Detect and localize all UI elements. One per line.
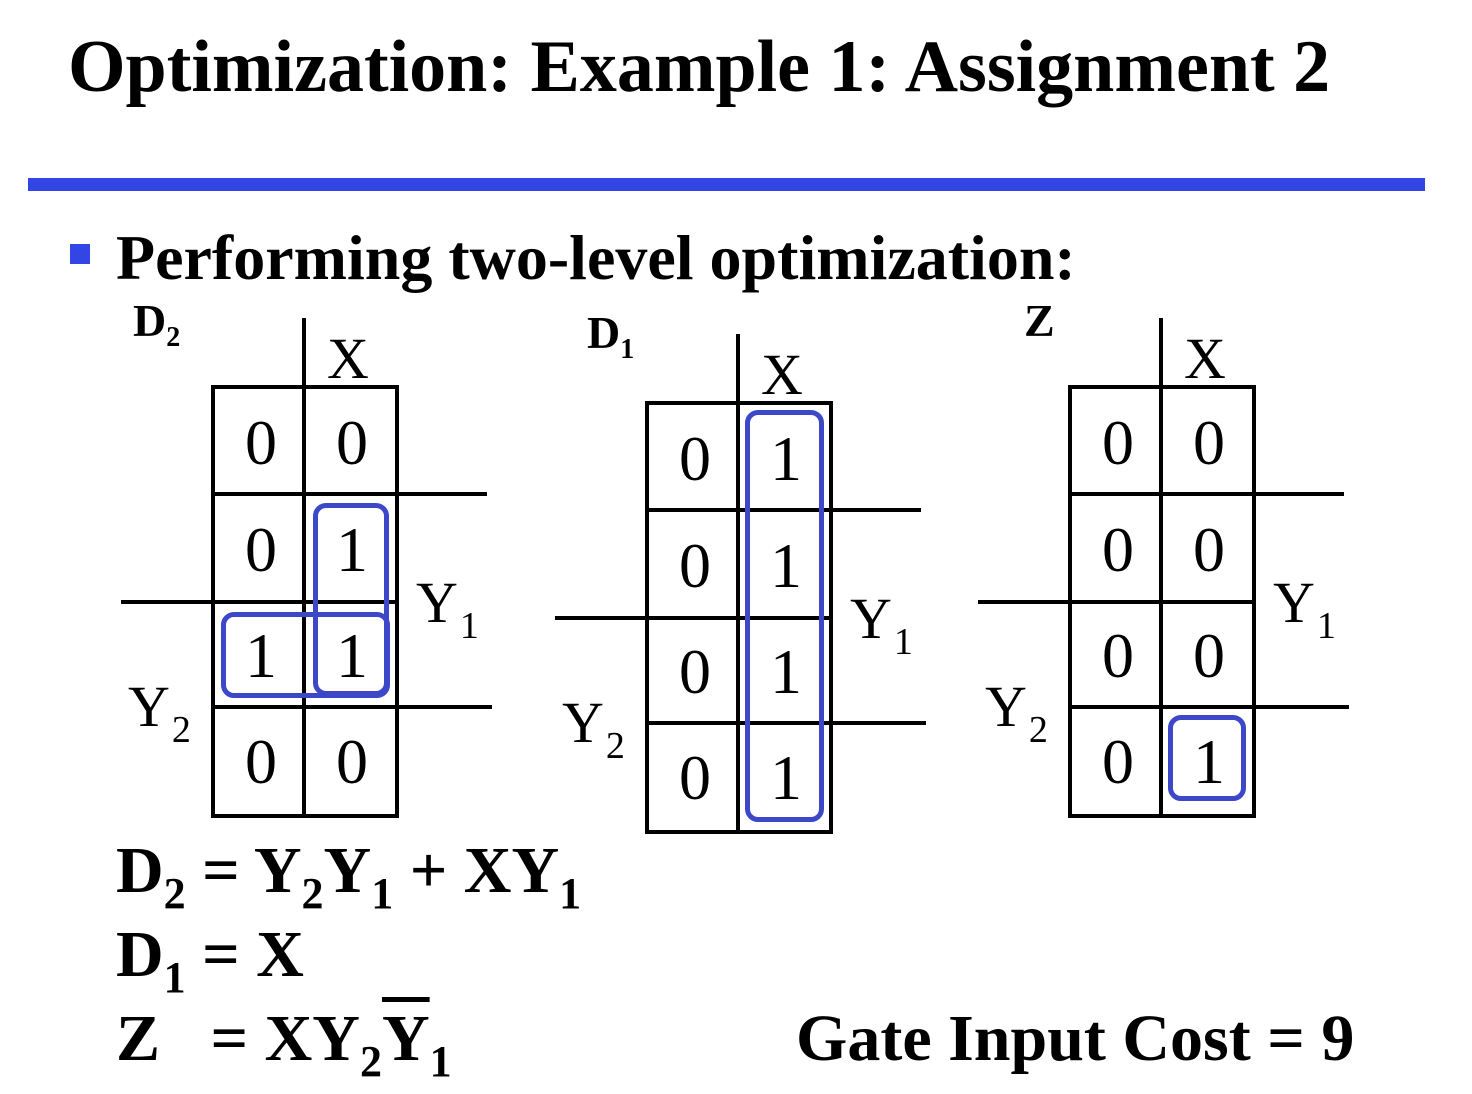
kmap-d2-grid-line — [211, 385, 399, 389]
gate-input-cost: Gate Input Cost = 9 — [796, 1002, 1355, 1075]
kmap-d1-x-label: X — [761, 342, 803, 407]
kmap-d1-cell: 0 — [679, 636, 711, 707]
kmap-z-cell: 0 — [1102, 726, 1134, 797]
kmap-z-x-bar — [1159, 318, 1163, 818]
kmap-z-y1-bar-end — [1068, 705, 1349, 709]
kmap-z-grid-line — [1068, 814, 1256, 818]
kmap-d1-y1-bar-end — [645, 721, 926, 725]
kmap-d1-cell: 0 — [679, 423, 711, 494]
kmap-z-x-label: X — [1184, 326, 1226, 391]
kmap-d1-cell: 1 — [770, 530, 802, 601]
kmap-d1-title: D1 — [587, 307, 635, 365]
equation-d1: D1 = X — [116, 918, 304, 1002]
title-divider — [28, 178, 1425, 191]
kmap-d1-y1-bar — [645, 508, 921, 512]
equation-d2: D2 = Y2Y1 + XY1 — [116, 834, 582, 918]
kmap-d1-cell: 1 — [770, 636, 802, 707]
kmap-d2-title: D2 — [133, 295, 181, 353]
kmap-d2-cell: 0 — [245, 514, 277, 585]
kmap-d2-cell: 0 — [336, 726, 368, 797]
kmap-z-cell: 0 — [1193, 620, 1225, 691]
kmap-z-y1-bar — [1068, 492, 1344, 496]
kmap-z-y2-bar — [978, 600, 1256, 604]
kmap-z-group-xy2y1bar — [1168, 715, 1246, 801]
kmap-d1-y1-label: Y1 — [850, 586, 913, 663]
kmap-z-cell: 0 — [1102, 407, 1134, 478]
kmap-z-cell: 0 — [1193, 407, 1225, 478]
kmap-d2-x-bar — [302, 318, 306, 818]
y1-complement: Y — [381, 1002, 430, 1075]
kmap-d2-cell: 1 — [336, 514, 368, 585]
kmap-z-y2-label: Y2 — [985, 674, 1048, 751]
kmap-d2-y1-bar-end — [211, 705, 492, 709]
kmap-d2-y2-bar — [121, 600, 399, 604]
kmap-z-y1-label: Y1 — [1273, 570, 1336, 647]
kmap-d2-cell: 0 — [336, 407, 368, 478]
kmap-z-cell: 1 — [1193, 726, 1225, 797]
kmap-d2-cell: 1 — [245, 620, 277, 691]
kmap-d1-cell: 0 — [679, 742, 711, 813]
kmap-d1-group-x — [745, 410, 824, 822]
kmap-d1-x-bar — [736, 334, 740, 834]
bullet-text: Performing two-level optimization: — [116, 222, 1076, 293]
kmap-d1-grid-line — [645, 830, 833, 834]
kmap-d2-cell: 0 — [245, 726, 277, 797]
kmap-d1-y2-label: Y2 — [562, 690, 625, 767]
kmap-z-grid-line — [1068, 385, 1256, 389]
kmap-z-cell: 0 — [1102, 620, 1134, 691]
kmap-d2-y1-bar — [211, 492, 487, 496]
kmap-z-cell: 0 — [1193, 514, 1225, 585]
kmap-d2-x-label: X — [327, 326, 369, 391]
kmap-z-title: Z — [1024, 295, 1055, 346]
bullet-square-icon — [70, 244, 90, 264]
equation-z: Z = XY2Y1 — [116, 1002, 452, 1086]
kmap-d2-cell: 0 — [245, 407, 277, 478]
kmap-d2-group-y2y1 — [221, 612, 390, 698]
kmap-d1-y2-bar — [555, 616, 833, 620]
kmap-z-cell: 0 — [1102, 514, 1134, 585]
kmap-d2-y1-label: Y1 — [416, 570, 479, 647]
page-title: Optimization: Example 1: Assignment 2 — [68, 26, 1331, 108]
kmap-d2-y2-label: Y2 — [128, 674, 191, 751]
kmap-d1-cell: 1 — [770, 742, 802, 813]
kmap-d1-grid-line — [645, 401, 833, 405]
kmap-d2-grid-line — [211, 814, 399, 818]
kmap-d2-cell: 1 — [336, 620, 368, 691]
kmap-d1-cell: 1 — [770, 423, 802, 494]
kmap-d1-cell: 0 — [679, 530, 711, 601]
